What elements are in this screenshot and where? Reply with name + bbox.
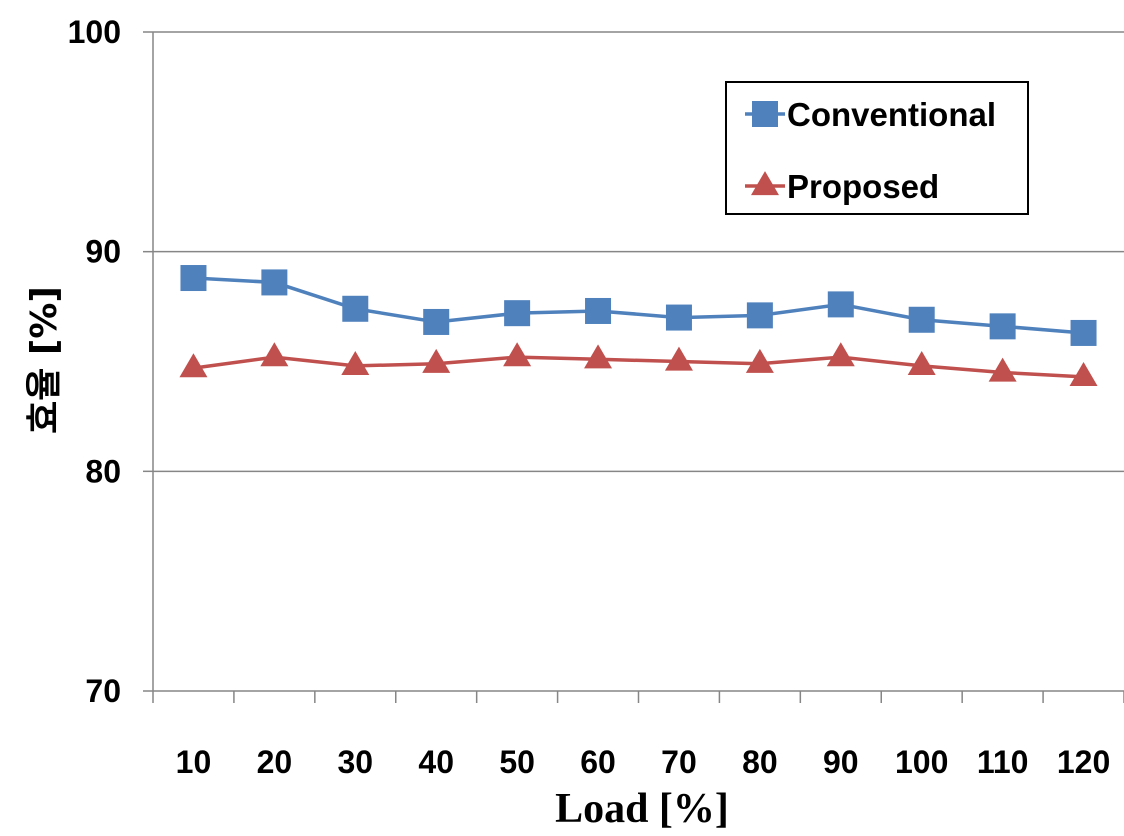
series-proposed [179,342,1098,386]
y-tick-label-100: 100 [68,14,121,50]
data-point-conventional-100 [908,306,935,333]
data-point-conventional-110 [989,313,1016,340]
legend-marker-proposed [751,171,779,196]
data-point-proposed-10 [179,353,208,378]
x-tick-label-60: 60 [580,744,616,780]
data-point-proposed-100 [907,351,936,376]
y-tick-label-70: 70 [85,673,121,709]
x-tick-label-90: 90 [823,744,859,780]
x-axis-ticks [152,691,1124,703]
legend-marker-conventional [752,101,778,127]
gridlines [153,31,1124,473]
x-tick-label-50: 50 [499,744,535,780]
data-point-conventional-30 [342,295,369,322]
x-tick-label-120: 120 [1057,744,1110,780]
y-axis-tick-labels: 70 80 90 100 [68,14,121,709]
data-point-conventional-60 [585,297,612,324]
legend-entry-conventional: Conventional [745,96,996,133]
data-point-proposed-40 [422,348,451,373]
data-point-proposed-110 [988,357,1017,382]
legend-label-proposed: Proposed [787,168,939,205]
x-tick-label-20: 20 [257,744,293,780]
data-point-conventional-20 [261,269,288,296]
series-conventional [180,265,1097,346]
x-tick-label-80: 80 [742,744,778,780]
data-point-conventional-120 [1070,319,1097,346]
data-point-conventional-90 [827,291,854,318]
y-axis-ticks [143,31,153,692]
data-point-conventional-70 [665,304,692,331]
series-line-conventional [193,276,1084,335]
series-line-proposed [193,355,1084,379]
x-tick-label-10: 10 [176,744,212,780]
data-point-conventional-10 [180,265,207,292]
x-tick-label-70: 70 [661,744,697,780]
data-point-proposed-60 [584,344,613,369]
y-axis-title: 효율 [%] [24,286,65,434]
series-layer [179,265,1098,386]
legend-entry-proposed: Proposed [745,168,939,205]
y-tick-label-90: 90 [85,234,121,270]
x-axis-tick-labels: 10 20 30 40 50 60 70 80 90 100 110 120 [176,744,1111,780]
data-point-proposed-120 [1069,361,1098,386]
legend-label-conventional: Conventional [787,96,996,133]
data-point-proposed-20 [260,342,289,367]
x-tick-label-110: 110 [977,744,1029,780]
y-tick-label-80: 80 [85,453,121,489]
data-point-proposed-80 [745,348,774,373]
data-point-conventional-50 [504,300,531,327]
data-point-proposed-50 [503,342,532,367]
data-point-proposed-90 [826,342,855,367]
x-tick-label-30: 30 [337,744,373,780]
legend: Conventional Proposed [725,81,1029,215]
data-point-proposed-70 [664,346,693,371]
x-axis-title: Load [%] [555,786,729,832]
data-point-conventional-80 [746,302,773,329]
data-point-conventional-40 [423,308,450,335]
data-point-proposed-30 [341,351,370,376]
x-tick-label-40: 40 [418,744,454,780]
x-tick-label-100: 100 [895,744,948,780]
